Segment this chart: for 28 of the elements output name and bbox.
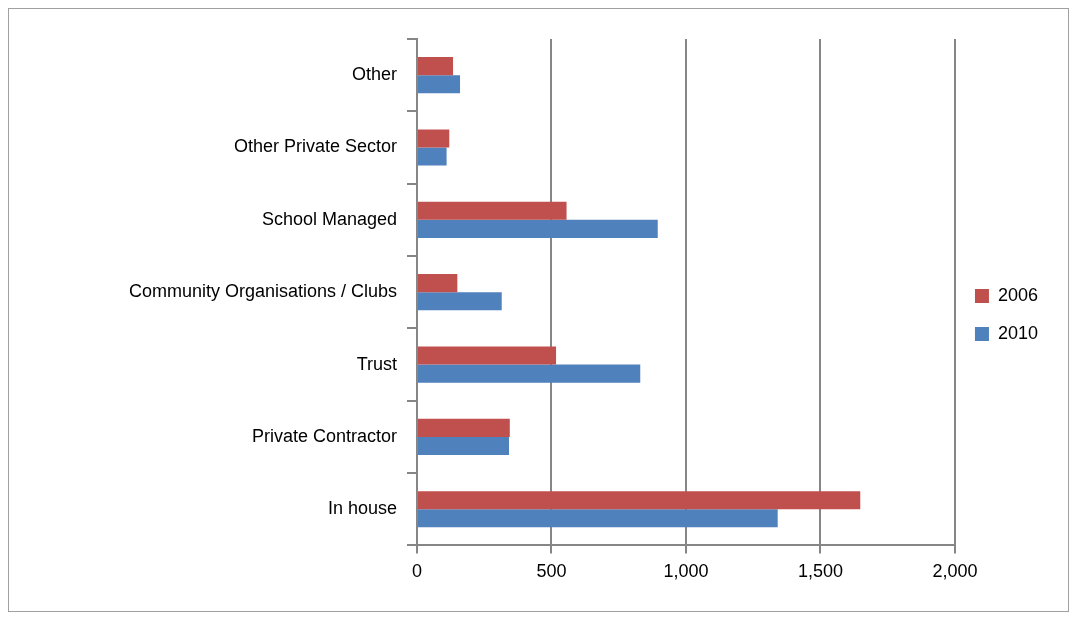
y-tick-label: In house (327, 498, 397, 519)
bar (418, 418, 510, 437)
bar (418, 509, 778, 528)
legend-label: 2010 (997, 322, 1038, 343)
legend-label: 2006 (997, 284, 1038, 305)
bar (418, 57, 454, 76)
y-tick-label: Community Organisations / Clubs (128, 281, 397, 302)
y-tick-label: Trust (356, 353, 397, 374)
x-tick-label: 1,000 (663, 561, 709, 582)
bar (418, 292, 502, 311)
bar (418, 219, 658, 238)
x-tick-label: 1,500 (797, 561, 843, 582)
y-tick-label: Other (351, 64, 397, 85)
bar (418, 274, 458, 293)
bar (418, 75, 461, 94)
bar (418, 491, 861, 510)
y-tick-label: School Managed (261, 208, 397, 229)
x-tick-label: 2,000 (932, 561, 978, 582)
bar (418, 201, 567, 220)
x-tick-label: 500 (536, 561, 567, 582)
bar (418, 364, 641, 383)
y-tick-label: Private Contractor (251, 425, 397, 446)
y-tick-label: Other Private Sector (233, 136, 397, 157)
x-tick-label: 0 (411, 561, 423, 582)
bar (418, 129, 450, 148)
bar (418, 436, 509, 455)
bar (418, 147, 447, 166)
bar (418, 346, 557, 365)
